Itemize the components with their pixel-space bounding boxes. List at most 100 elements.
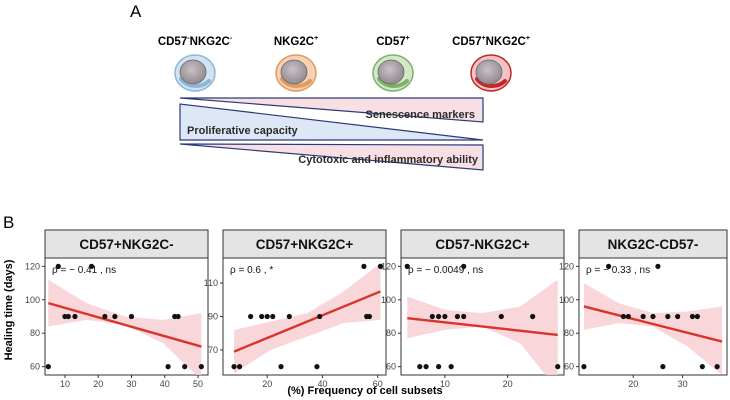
cell-label-cd57pos-nkg2cpos: CD57+NKG2C+ — [452, 35, 530, 48]
y-tick-label: 110 — [204, 278, 218, 288]
confidence-band — [48, 279, 202, 375]
data-point — [436, 364, 442, 370]
data-point — [317, 313, 323, 320]
data-point — [72, 313, 78, 320]
scatter-panel-2: CD57-NKG2C+ ρ = − 0.0049 , ns 60 80 100 120 10… — [381, 229, 565, 389]
cell-granule-rim — [280, 77, 312, 88]
data-point — [555, 364, 561, 370]
data-point — [314, 364, 320, 370]
cell-granule-rim — [475, 77, 507, 88]
cell-0 — [174, 54, 216, 92]
cell-1 — [275, 54, 317, 92]
scatter-panels: CD57+NKG2C-ρ = − 0.41 , ns 60 80 100 120 10 20… — [25, 229, 728, 389]
y-tick-label: 100 — [25, 295, 40, 305]
x-tick-label: 10 — [60, 379, 70, 389]
data-point — [175, 313, 181, 320]
data-point — [620, 313, 627, 320]
x-tick-label: 40 — [317, 379, 327, 389]
data-point — [448, 364, 454, 370]
cell-nucleus — [280, 59, 308, 85]
confidence-band — [234, 263, 381, 374]
data-point — [102, 313, 108, 320]
cell-granule-rim — [377, 77, 409, 88]
cell-label-nkg2cpos: NKG2C+ — [274, 35, 318, 48]
correlation-annotation: ρ = − 0.33 , ns — [586, 265, 650, 276]
regression-line — [233, 290, 381, 353]
senescence-wedge — [179, 97, 484, 123]
scatter-panel-3: NKG2C-CD57- ρ = − 0.33 , ns 60 80 100 120 20 30 — [559, 229, 728, 389]
panel-a-label: A — [130, 2, 142, 21]
y-tick-label: 100 — [559, 295, 574, 305]
data-point — [259, 313, 265, 320]
data-point — [112, 313, 118, 320]
y-tick-label: 80 — [30, 328, 40, 338]
x-tick-label: 60 — [373, 379, 383, 389]
cytotoxic-wedge — [179, 143, 484, 171]
cell-labels: CD57-NKG2C- NKG2C+ CD57+ CD57+NKG2C+ — [158, 35, 530, 48]
panel-title: CD57+NKG2C+ — [256, 237, 354, 252]
data-point — [461, 263, 467, 269]
data-point — [417, 364, 423, 370]
data-point — [278, 364, 284, 370]
data-point — [65, 313, 71, 320]
y-tick-label: 80 — [564, 328, 574, 338]
regression-line — [407, 316, 558, 337]
y-axis-title: Healing time (days) — [3, 259, 15, 360]
data-point — [231, 364, 237, 370]
data-point — [264, 313, 270, 320]
data-point — [714, 364, 720, 370]
panel-title: CD57-NKG2C+ — [435, 237, 529, 252]
x-tick-label: 20 — [93, 379, 103, 389]
y-tick-label: 60 — [386, 362, 396, 372]
data-point — [699, 364, 705, 370]
panel-title: CD57+NKG2C- — [79, 237, 173, 252]
scatter-panel-0: CD57+NKG2C-ρ = − 0.41 , ns 60 80 100 120 10 20… — [25, 229, 209, 389]
cytotoxic-label: Cytotoxic and inflammatory ability — [298, 154, 479, 166]
data-point — [655, 263, 661, 269]
regression-line — [47, 301, 202, 348]
data-point — [660, 364, 666, 370]
data-point — [45, 364, 51, 370]
data-point — [377, 263, 384, 269]
data-point — [236, 364, 243, 370]
data-point — [361, 263, 367, 269]
data-point — [366, 313, 373, 320]
y-tick-label: 80 — [386, 328, 396, 338]
y-tick-label: 70 — [208, 345, 218, 355]
data-point — [423, 364, 429, 370]
y-tick-label: 120 — [381, 261, 396, 271]
x-tick-label: 40 — [160, 379, 170, 389]
x-tick-label: 20 — [628, 379, 638, 389]
confidence-band — [407, 279, 558, 375]
data-point — [581, 364, 587, 370]
data-point — [650, 313, 656, 320]
gradient-bars: Senescence markers Proliferative capacit… — [179, 97, 484, 171]
y-tick-label: 100 — [381, 295, 396, 305]
data-point — [429, 313, 435, 320]
x-tick-label: 20 — [503, 379, 513, 389]
confidence-band — [583, 283, 723, 375]
panel-b-label: B — [3, 213, 14, 232]
panel-title: NKG2C-CD57- — [608, 237, 699, 252]
regression-line — [583, 305, 723, 343]
x-tick-label: 30 — [126, 379, 136, 389]
cell-illustrations — [174, 54, 512, 92]
data-point — [198, 364, 204, 370]
data-point — [694, 313, 701, 320]
data-point — [55, 263, 61, 269]
data-point — [270, 313, 276, 320]
y-tick-label: 120 — [559, 261, 574, 271]
x-tick-label: 20 — [262, 379, 272, 389]
scatter-panel-1: CD57+NKG2C+ ρ = 0.6 , * 70 90 110 20 40 60 — [204, 229, 387, 389]
panel-header — [578, 229, 728, 259]
data-point — [689, 313, 696, 320]
data-point — [454, 313, 461, 320]
cell-3 — [470, 54, 512, 92]
data-point — [498, 313, 504, 320]
correlation-annotation: ρ = − 0.41 , ns — [52, 265, 116, 276]
data-point — [128, 313, 135, 320]
cell-label-cd57pos: CD57+ — [376, 35, 410, 48]
y-tick-label: 60 — [564, 362, 574, 372]
data-point — [530, 313, 536, 320]
cell-nucleus — [475, 59, 503, 85]
